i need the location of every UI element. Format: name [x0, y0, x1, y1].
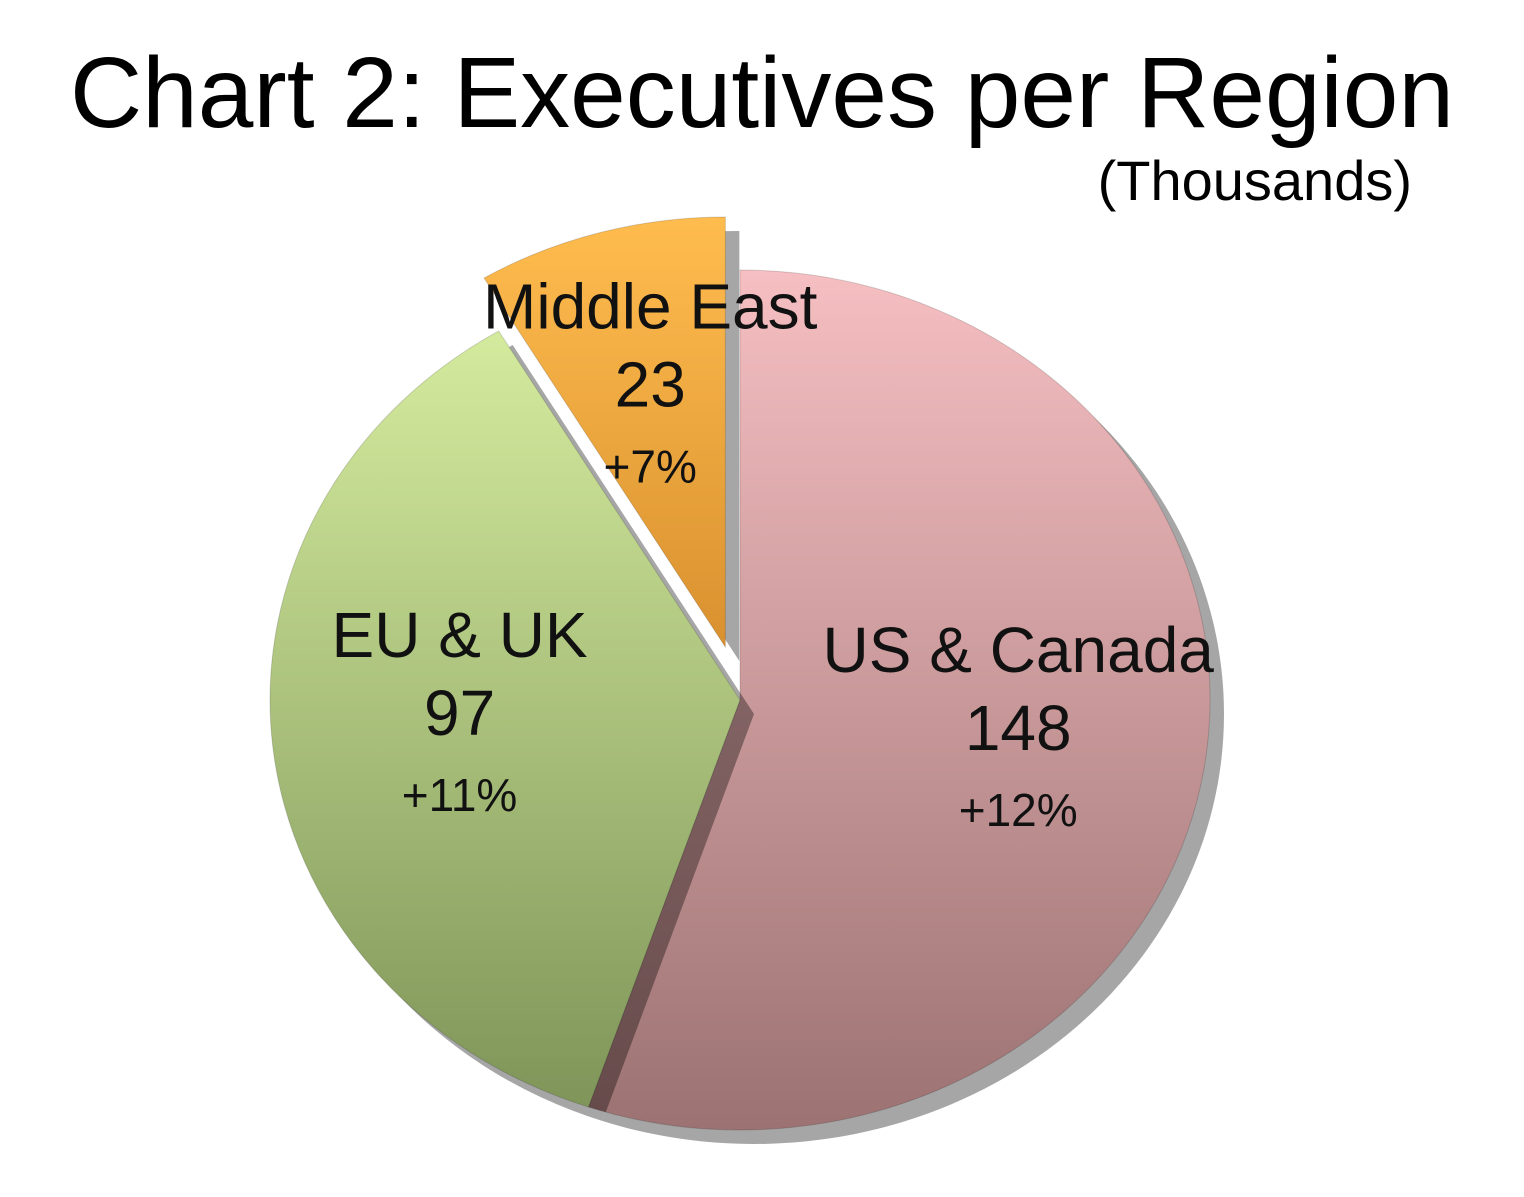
chart-subtitle: (Thousands) — [1097, 149, 1412, 212]
slice-label-value-middle-east: 23 — [615, 348, 686, 420]
slice-label-name-eu-and-uk: EU & UK — [332, 599, 588, 671]
slice-label-value-us-and-canada: 148 — [965, 692, 1072, 764]
slice-label-change-us-and-canada: +12% — [959, 784, 1078, 836]
slice-label-change-eu-and-uk: +11% — [402, 769, 518, 821]
pie-slice-eu-and-uk — [269, 330, 741, 1108]
pie-slice-us-and-canada — [587, 269, 1211, 1131]
slice-label-name-middle-east: Middle East — [483, 270, 818, 342]
slice-label-value-eu-and-uk: 97 — [424, 677, 495, 749]
pie-slice-middle-east — [483, 216, 726, 649]
slice-label-name-us-and-canada: US & Canada — [823, 614, 1215, 686]
chart-title: Chart 2: Executives per Region — [69, 37, 1455, 149]
slice-label-change-middle-east: +7% — [604, 440, 697, 492]
